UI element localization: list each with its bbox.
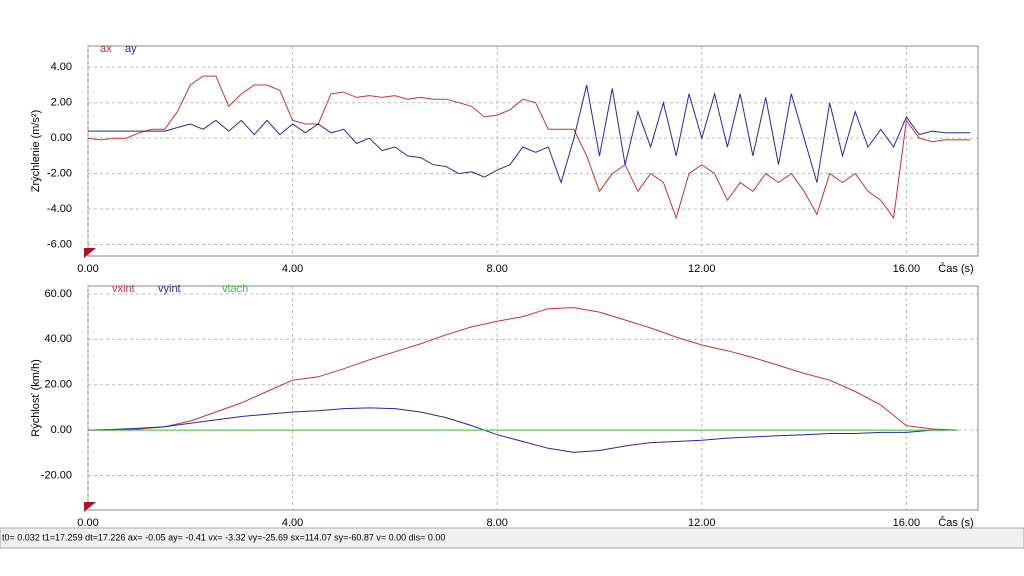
y-tick-label: 40.00 <box>44 333 72 345</box>
legend-label: vtach <box>222 283 248 295</box>
y-axis-label: Rýchlosť (km/h) <box>30 359 42 436</box>
x-axis-label: Čas (s) <box>938 516 973 529</box>
x-tick-label: 12.00 <box>688 517 716 529</box>
x-axis-label: Čas (s) <box>938 262 973 275</box>
x-tick-label: 0.00 <box>77 517 98 529</box>
y-tick-label: -6.00 <box>47 238 72 250</box>
legend-label: ay <box>125 43 137 55</box>
y-tick-label: 0.00 <box>51 132 72 144</box>
x-tick-label: 4.00 <box>282 263 303 275</box>
legend-label: vyint <box>158 283 181 295</box>
status-text: t0= 0.032 t1=17.259 dt=17.226 ax= -0.05 … <box>2 532 445 542</box>
x-tick-label: 12.00 <box>688 263 716 275</box>
data-line <box>87 407 958 453</box>
y-tick-label: 4.00 <box>51 61 72 73</box>
data-line <box>88 84 971 185</box>
x-tick-label: 16.00 <box>893 517 921 529</box>
y-tick-label: -4.00 <box>47 203 72 215</box>
x-tick-label: 8.00 <box>486 517 507 529</box>
x-tick-label: 8.00 <box>486 263 507 275</box>
x-tick-label: 0.00 <box>77 263 98 275</box>
data-line <box>87 75 971 220</box>
legend-label: ax <box>100 43 112 55</box>
origin-marker <box>84 502 96 512</box>
x-tick-label: 16.00 <box>893 263 921 275</box>
y-axis-label: Zrýchlenie (m/s²) <box>30 110 42 193</box>
y-tick-label: -2.00 <box>47 168 72 180</box>
y-tick-label: 2.00 <box>51 97 72 109</box>
y-tick-label: 60.00 <box>44 288 72 300</box>
y-tick-label: 0.00 <box>51 424 72 436</box>
origin-marker <box>84 248 96 258</box>
y-tick-label: -20.00 <box>41 469 72 481</box>
status-bar <box>0 527 1024 549</box>
y-tick-label: 20.00 <box>44 379 72 391</box>
legend-label: vxint <box>112 283 135 295</box>
x-tick-label: 4.00 <box>282 517 303 529</box>
plot-frame <box>87 285 979 511</box>
data-line <box>88 307 958 431</box>
